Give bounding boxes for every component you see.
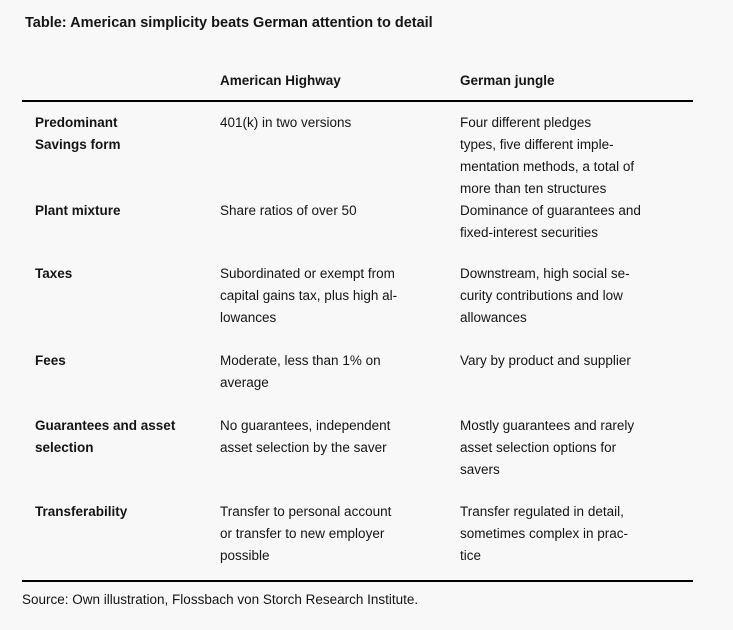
american-cell: Transfer to personal account or transfer… [220, 504, 392, 563]
row-label: Fees [35, 353, 66, 368]
table-header-row: American Highway German jungle [22, 70, 693, 100]
comparison-table: American Highway German jungle Predomina… [22, 70, 693, 582]
german-cell: Four different pledges types, five diffe… [460, 115, 635, 196]
column-header-german: German jungle [460, 73, 555, 88]
american-cell: No guarantees, independent asset selecti… [220, 418, 391, 455]
table-row: Transferability Transfer to personal acc… [22, 501, 693, 580]
row-label: Predominant Savings form [35, 115, 121, 152]
german-cell: Mostly guarantees and rarely asset selec… [460, 418, 635, 477]
german-cell: Transfer regulated in detail, sometimes … [460, 504, 629, 563]
table-row: Taxes Subordinated or exempt from capita… [22, 263, 693, 350]
column-header-empty [22, 70, 220, 92]
american-cell: Share ratios of over 50 [220, 203, 357, 218]
american-cell: Moderate, less than 1% on average [220, 353, 381, 390]
table-row: Plant mixture Share ratios of over 50 Do… [22, 200, 693, 263]
table-body: Predominant Savings form 401(k) in two v… [22, 100, 693, 582]
row-label: Guarantees and asset selection [35, 418, 176, 455]
american-cell: 401(k) in two versions [220, 115, 352, 130]
german-cell: Downstream, high social se- curity contr… [460, 266, 630, 325]
german-cell: Vary by product and supplier [460, 353, 631, 368]
table-row: Fees Moderate, less than 1% on average V… [22, 350, 693, 415]
row-label: Plant mixture [35, 203, 121, 218]
american-cell: Subordinated or exempt from capital gain… [220, 266, 398, 325]
german-cell: Dominance of guarantees and fixed-intere… [460, 203, 641, 240]
table-row: Predominant Savings form 401(k) in two v… [22, 112, 693, 200]
table-row: Guarantees and asset selection No guaran… [22, 415, 693, 501]
source-note: Source: Own illustration, Flossbach von … [22, 592, 419, 607]
document-page: Table: American simplicity beats German … [22, 15, 693, 607]
row-label: Taxes [35, 266, 73, 281]
column-header-american: American Highway [220, 73, 341, 88]
row-label: Transferability [35, 504, 128, 519]
page-title: Table: American simplicity beats German … [25, 15, 433, 31]
